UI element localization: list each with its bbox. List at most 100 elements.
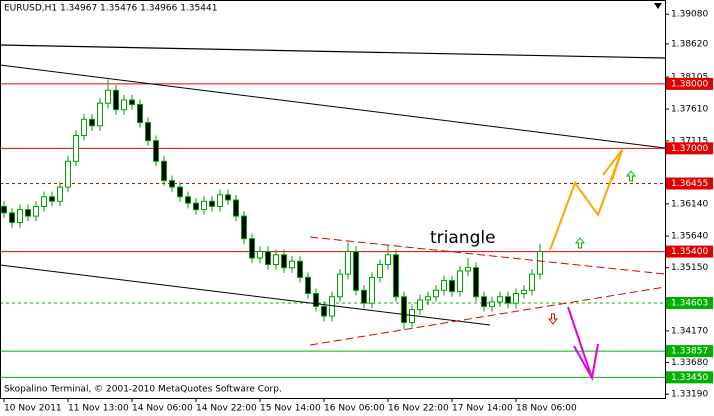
candle-body — [353, 251, 359, 291]
up-arrow — [625, 170, 637, 182]
x-tick-label: 14 Nov 22:00 — [196, 404, 257, 414]
trend-line — [0, 44, 666, 59]
candle-body — [281, 254, 287, 269]
price-level-box — [666, 77, 713, 90]
arrow-head — [602, 149, 623, 181]
y-tick-label: 1.35640 — [671, 232, 708, 242]
candle-body — [433, 289, 439, 298]
price-level-box — [666, 142, 713, 155]
trend-line — [0, 64, 666, 149]
candle-body — [233, 199, 239, 217]
candle-body — [417, 299, 423, 311]
arrow-head — [573, 343, 599, 381]
candle-body — [257, 251, 263, 259]
candle-body — [169, 180, 175, 188]
candle-body — [441, 280, 447, 291]
candle-body — [241, 215, 247, 240]
candle-body — [465, 267, 471, 272]
candle-body — [497, 296, 503, 303]
candle-body — [425, 296, 431, 301]
footer: Skopalino Terminal, © 2001-2010 MetaQuot… — [4, 385, 282, 395]
candle-body — [1, 205, 7, 214]
up-arrow — [574, 237, 586, 249]
price-level-box — [666, 345, 713, 358]
candle-body — [81, 118, 87, 136]
candle-body — [449, 280, 455, 293]
candle-body — [17, 209, 23, 224]
candle-body — [345, 251, 351, 275]
chart-title: EURUSD,H1 1.34967 1.35476 1.34966 1.3544… — [4, 4, 217, 14]
candle-body — [289, 260, 295, 269]
y-tick-label: 1.37115 — [671, 136, 708, 146]
candle-body — [153, 140, 159, 162]
y-tick-label: 1.35150 — [671, 263, 708, 273]
candle-body — [185, 196, 191, 204]
candle-body — [337, 273, 343, 298]
drawings — [0, 3, 666, 381]
candle-body — [481, 296, 487, 307]
candle-body — [209, 200, 215, 207]
down-arrow — [547, 313, 559, 325]
candle-body — [217, 194, 223, 207]
candle-body — [161, 160, 167, 182]
candle-body — [273, 254, 279, 265]
candle-body — [25, 209, 31, 217]
price-level-box — [666, 177, 713, 190]
candle-body — [225, 194, 231, 201]
candle-body — [137, 103, 143, 124]
candle-body — [393, 254, 399, 298]
price-level-label: 1.35400 — [671, 247, 708, 257]
y-tick-label: 1.33680 — [671, 358, 708, 368]
y-tick-label: 1.38620 — [671, 39, 708, 49]
x-tick-label: 17 Nov 14:00 — [452, 404, 513, 414]
candle-body — [57, 186, 63, 202]
y-tick-label: 1.38105 — [671, 73, 708, 83]
candle-body — [329, 296, 335, 317]
candle-body — [265, 251, 271, 265]
y-tick-label: 1.36140 — [671, 199, 708, 209]
candle-body — [113, 89, 119, 111]
y-tick-label: 1.34170 — [671, 326, 708, 336]
x-tick-label: 18 Nov 06:00 — [516, 404, 577, 414]
price-level-box — [666, 245, 713, 258]
candle-body — [201, 200, 207, 211]
candle-body — [401, 296, 407, 324]
price-level-label: 1.33857 — [671, 347, 708, 357]
x-tick-label: 14 Nov 06:00 — [132, 404, 193, 414]
candle-body — [193, 202, 199, 211]
y-tick-label: 1.33190 — [671, 390, 708, 400]
candle-body — [49, 196, 55, 202]
candle-body — [105, 89, 111, 104]
y-tick-label: 1.39080 — [671, 10, 708, 20]
scenario-up — [549, 149, 623, 251]
x-tick-label: 16 Nov 22:00 — [388, 404, 449, 414]
candle-body — [73, 134, 79, 162]
candle-body — [529, 273, 535, 291]
candle-body — [505, 296, 511, 304]
candle-body — [313, 293, 319, 307]
y-tick-label: 1.37610 — [671, 105, 708, 115]
plot-frame — [0, 0, 666, 399]
candle-body — [177, 186, 183, 198]
candle-body — [33, 205, 39, 217]
scenario-down — [567, 306, 593, 379]
candle-body — [537, 251, 543, 275]
candle-body — [385, 254, 391, 265]
price-level-label: 1.34603 — [671, 298, 708, 308]
candle-body — [513, 293, 519, 304]
candle-body — [97, 102, 103, 127]
annotation: triangle — [430, 228, 496, 248]
price-level-label: 1.38000 — [671, 79, 708, 89]
candle-body — [65, 160, 71, 188]
candle-body — [145, 122, 151, 142]
x-tick-label: 11 Nov 13:00 — [68, 404, 129, 414]
candle-body — [9, 212, 15, 224]
candle-body — [457, 270, 463, 293]
candle-body — [369, 276, 375, 304]
candle-body — [121, 99, 127, 111]
candle-body — [489, 301, 495, 307]
x-tick-label: 10 Nov 2011 — [4, 404, 62, 414]
price-level-box — [666, 296, 713, 309]
